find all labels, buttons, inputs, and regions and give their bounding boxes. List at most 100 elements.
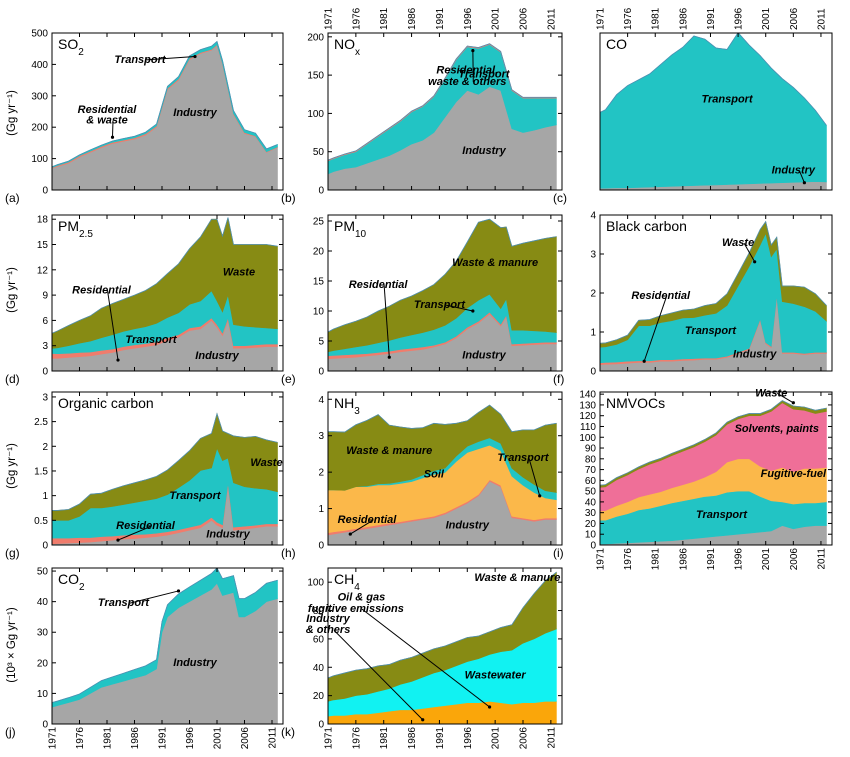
xtick-bottom-label-i-2: 1981: [651, 548, 662, 571]
frame-b: [327, 32, 563, 191]
ytick-label-k-0: 0: [318, 720, 324, 731]
ytick-label-b-3: 150: [307, 71, 324, 82]
chart-title-h: NH3: [334, 395, 360, 417]
areas-b: [328, 43, 557, 190]
annotation-f-3: Industry: [733, 348, 777, 360]
xtick-bottom-label-k-1: 1976: [351, 727, 362, 750]
xtick-bottom-label-i-0: 1971: [596, 548, 607, 571]
annotation-tip-f-1: [753, 260, 757, 264]
annotation-tip-k-4: [421, 718, 425, 722]
xtick-bottom-label-j-5: 1996: [185, 727, 196, 750]
ytick-label-h-4: 4: [318, 395, 324, 406]
xtick-bottom-label-j-2: 1981: [103, 727, 114, 750]
ytick-label-i-10: 100: [579, 433, 596, 444]
xtick-bottom-label-j-7: 2006: [240, 727, 251, 750]
xtick-top-label-b-1: 1976: [351, 7, 362, 30]
xtick-top-label-c-6: 2001: [761, 7, 772, 30]
frame-i: [599, 391, 833, 546]
annotation-e-0: Residential: [349, 279, 409, 291]
ytick-label-i-2: 20: [585, 519, 597, 530]
xtick-bottom-label-j-4: 1991: [158, 727, 169, 750]
ytick-label-j-3: 30: [37, 628, 49, 639]
chart-panel-h: 0 1 2 3 4 NH3 (h) Residential Waste & manure Soil…: [281, 391, 563, 560]
annotation-pointer-h-0: [350, 519, 374, 535]
annotation-tip-d-0: [116, 358, 120, 362]
annotation-pointer-a-2: [112, 120, 114, 138]
ytick-label-d-5: 15: [37, 240, 49, 251]
ytick-label-i-9: 90: [585, 444, 597, 455]
xtick-top-label-b-3: 1986: [407, 7, 418, 30]
annotation-tip-h-0: [348, 532, 352, 536]
ytick-label-e-0: 0: [318, 367, 324, 378]
areas-k: [328, 571, 557, 724]
xtick-bottom-label-i-3: 1986: [678, 548, 689, 571]
ytick-label-a-4: 400: [31, 60, 48, 71]
annotation-tip-h-3: [538, 494, 542, 498]
xtick-bottom-label-k-6: 2001: [491, 727, 502, 750]
xtick-top-label-c-8: 2011: [816, 8, 827, 30]
xtick-bottom-label-k-3: 1986: [407, 727, 418, 750]
frame-j: [51, 567, 284, 725]
xtick-bottom-label-i-8: 2011: [816, 548, 827, 570]
annotation-tip-j-0: [176, 589, 181, 593]
frame-h: [327, 391, 563, 546]
ytick-label-g-2: 1: [42, 491, 48, 502]
annotation-tip-e-2: [471, 309, 475, 313]
xtick-top-label-c-0: 1971: [596, 7, 607, 30]
areas-i: [600, 400, 827, 545]
ytick-label-d-0: 0: [42, 367, 48, 378]
ytick-label-k-3: 60: [313, 634, 325, 645]
ytick-label-g-1: 0.5: [34, 516, 48, 527]
ytick-label-b-1: 50: [313, 147, 325, 158]
ytick-label-f-1: 1: [590, 328, 596, 339]
annotation-g-1: Waste: [250, 457, 282, 469]
panel-label-d: (d): [5, 372, 20, 386]
ytick-label-b-4: 200: [307, 32, 324, 43]
outline-c: [600, 33, 827, 126]
annotation-e-2: Transport: [414, 299, 466, 311]
areas-f: [600, 220, 827, 371]
chart-panel-g: 0 0.5 1 1.5 2 2.5 3 Organic carbon (g) Residentia…: [5, 391, 284, 560]
ytick-label-i-12: 120: [579, 411, 596, 422]
annotation-g-0: Residential: [116, 520, 176, 532]
annotation-k-0: Waste & manure: [474, 572, 560, 584]
ytick-label-f-3: 3: [590, 250, 596, 261]
frame-a: [51, 32, 284, 191]
ytick-label-i-4: 40: [585, 497, 597, 508]
ytick-label-h-0: 0: [318, 541, 324, 552]
annotation-tip-b-1: [471, 49, 475, 53]
annotation-tip-i-0: [791, 401, 795, 405]
ytick-label-j-4: 40: [37, 597, 49, 608]
areas-d: [52, 217, 278, 371]
annotation-i-2: Fugitive-fuel: [761, 468, 827, 480]
chart-panels: 0100200300400500SO2(a)TransportResidenti…: [5, 7, 833, 750]
annotation-tip-a-0: [193, 54, 197, 59]
frame-g: [51, 391, 284, 546]
annotation-h-3: Transport: [497, 452, 549, 464]
annotation-d-2: Transport: [125, 334, 177, 346]
annotation-f-1: Waste: [722, 237, 754, 249]
chart-panel-a: 0 100 200 300 400 500 SO2 (a) Transport Residenti…: [5, 29, 284, 205]
ytick-label-f-2: 2: [590, 289, 596, 300]
annotation-j-1: Industry: [173, 657, 217, 669]
ytick-label-i-1: 10: [585, 530, 597, 541]
annotation-h-1: Waste & manure: [346, 445, 432, 457]
annotation-a-1: Residential: [78, 104, 138, 116]
xtick-bottom-label-j-0: 1971: [48, 727, 59, 750]
ytick-label-a-5: 500: [31, 29, 48, 40]
chart-title-f: Black carbon: [606, 218, 687, 234]
chart-title-i: NMVOCs: [606, 395, 665, 411]
xtick-top-label-b-7: 2006: [519, 7, 530, 30]
outline-i: [600, 400, 827, 486]
xtick-bottom-label-i-5: 1996: [734, 548, 745, 571]
ytick-label-j-0: 0: [42, 720, 48, 731]
chart-panel-j: 0 10 20 30 40 50 1971 1976 1981 1986 1991 1996 2001 2…: [5, 567, 284, 750]
ylabel-row2: (Gg yr⁻¹): [6, 267, 18, 313]
annotation-pointer-e-2: [445, 304, 473, 312]
ylabel-row3: (Gg yr⁻¹): [6, 443, 18, 489]
annotation-b-1: waste & others: [428, 76, 506, 88]
annotation-pointer-i-0: [776, 392, 794, 404]
outline-f: [600, 220, 827, 344]
xtick-bottom-label-i-4: 1991: [706, 548, 717, 571]
